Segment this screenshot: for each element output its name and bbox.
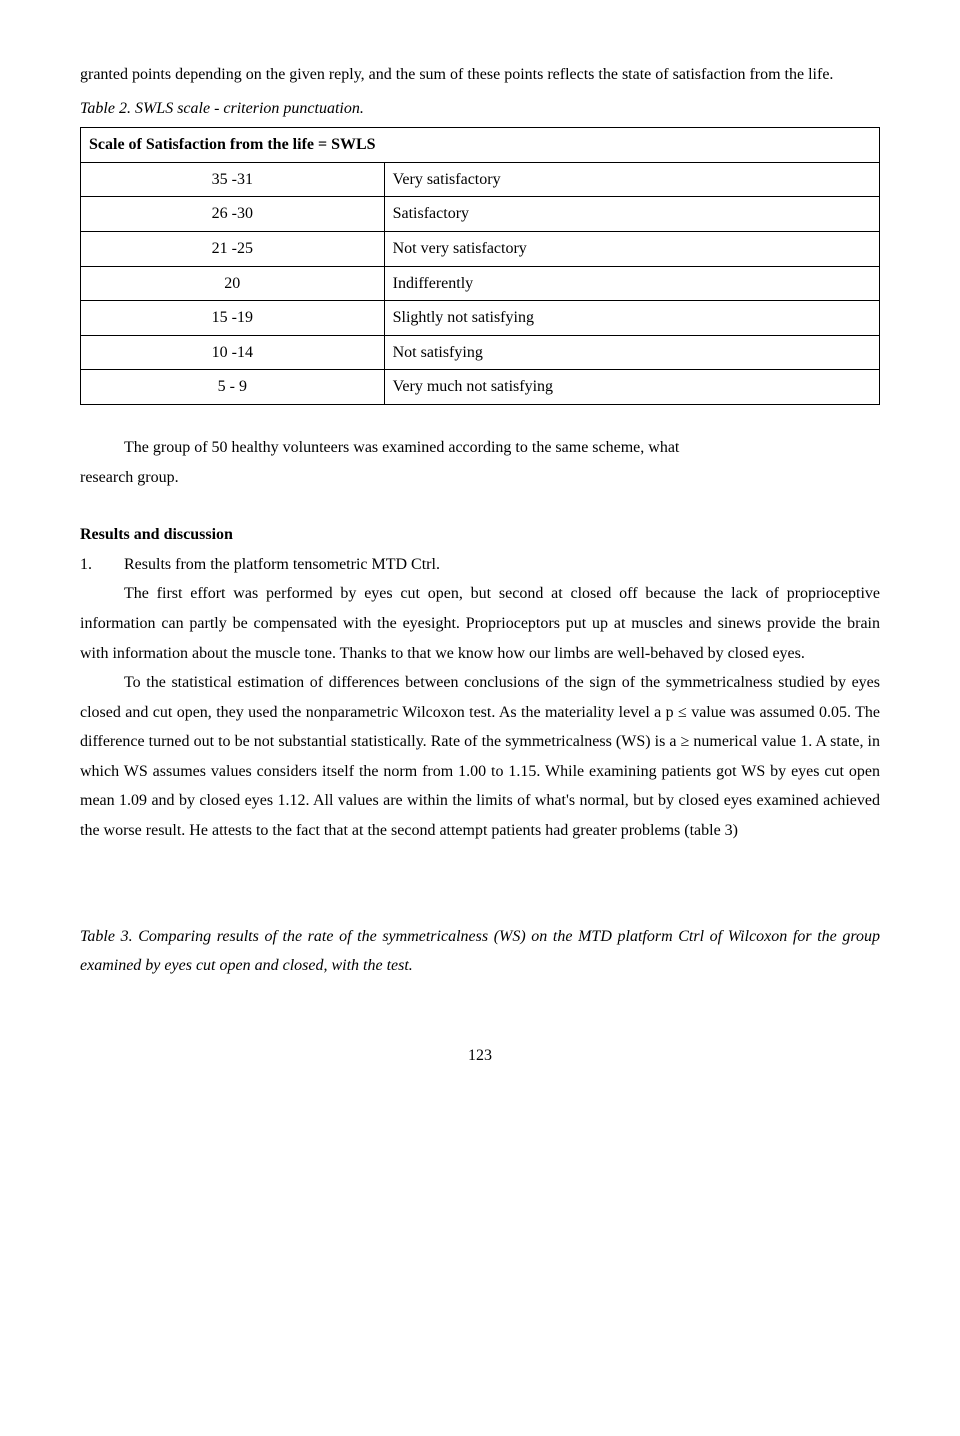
table-cell-range: 10 -14 xyxy=(81,335,385,370)
table3-caption: Table 3. Comparing results of the rate o… xyxy=(80,922,880,981)
results-heading: Results and discussion xyxy=(80,520,880,550)
results-list-item: 1.Results from the platform tensometric … xyxy=(80,550,880,580)
table-cell-label: Not very satisfactory xyxy=(384,231,879,266)
table-cell-range: 21 -25 xyxy=(81,231,385,266)
table-row: 20 Indifferently xyxy=(81,266,880,301)
table-cell-label: Satisfactory xyxy=(384,197,879,232)
group-paragraph-line1: The group of 50 healthy volunteers was e… xyxy=(80,433,880,463)
table-cell-range: 26 -30 xyxy=(81,197,385,232)
table-cell-label: Very satisfactory xyxy=(384,162,879,197)
table-cell-range: 5 - 9 xyxy=(81,370,385,405)
table-cell-range: 20 xyxy=(81,266,385,301)
table2-caption: Table 2. SWLS scale - criterion punctuat… xyxy=(80,94,880,124)
results-paragraph-2: To the statistical estimation of differe… xyxy=(80,668,880,846)
table-cell-label: Slightly not satisfying xyxy=(384,301,879,336)
table-header-cell: Scale of Satisfaction from the life = SW… xyxy=(81,128,880,163)
list-number: 1. xyxy=(80,550,124,580)
swls-table: Scale of Satisfaction from the life = SW… xyxy=(80,127,880,405)
table-row: 35 -31 Very satisfactory xyxy=(81,162,880,197)
table-row: 5 - 9 Very much not satisfying xyxy=(81,370,880,405)
list-text: Results from the platform tensometric MT… xyxy=(124,556,440,573)
page-number: 123 xyxy=(80,1041,880,1071)
table-row: 15 -19 Slightly not satisfying xyxy=(81,301,880,336)
table-header-row: Scale of Satisfaction from the life = SW… xyxy=(81,128,880,163)
table-row: 10 -14 Not satisfying xyxy=(81,335,880,370)
table-cell-label: Very much not satisfying xyxy=(384,370,879,405)
table-cell-range: 35 -31 xyxy=(81,162,385,197)
results-paragraph-1: The first effort was performed by eyes c… xyxy=(80,579,880,668)
table-row: 26 -30 Satisfactory xyxy=(81,197,880,232)
table-cell-label: Not satisfying xyxy=(384,335,879,370)
table-cell-range: 15 -19 xyxy=(81,301,385,336)
table-cell-label: Indifferently xyxy=(384,266,879,301)
intro-paragraph: granted points depending on the given re… xyxy=(80,60,880,90)
table-row: 21 -25 Not very satisfactory xyxy=(81,231,880,266)
group-paragraph-line2: research group. xyxy=(80,463,880,493)
